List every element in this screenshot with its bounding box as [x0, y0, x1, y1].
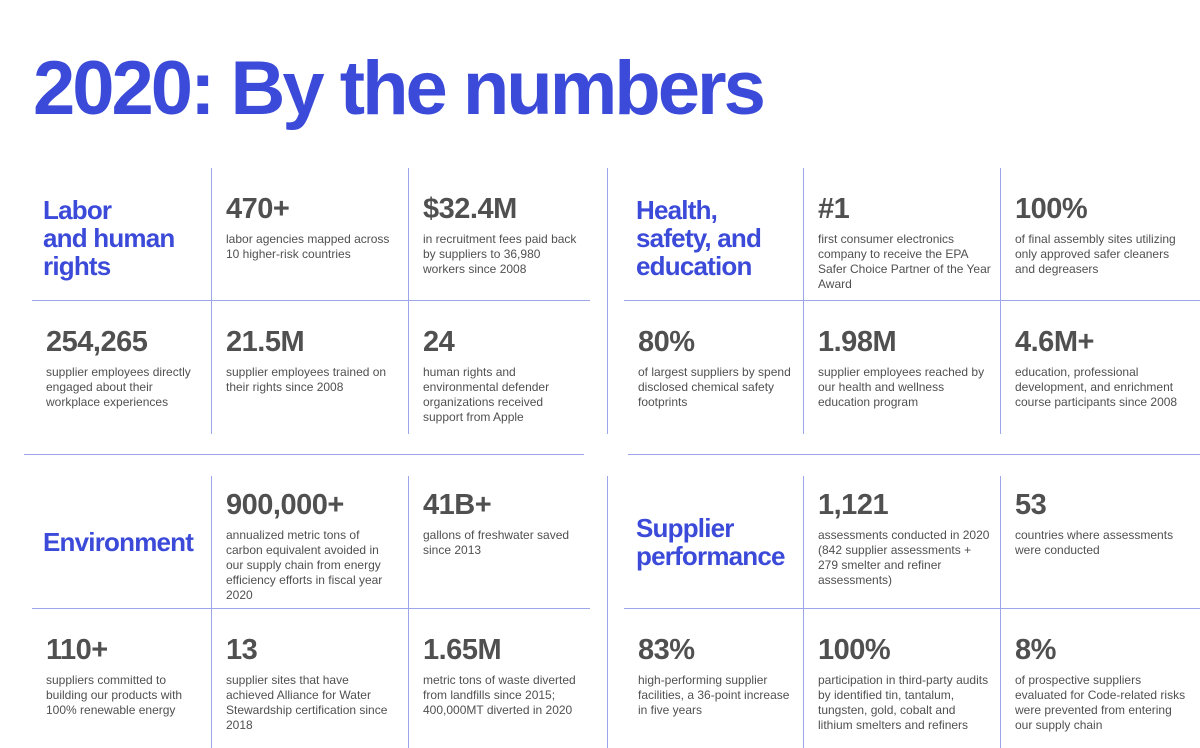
- row-divider: [624, 300, 1200, 301]
- stat-description: supplier sites that have achieved Allian…: [226, 673, 388, 732]
- stat-description: education, professional development, and…: [1015, 365, 1178, 409]
- section-health-safety-education: Health, safety, and education #1 first c…: [624, 168, 1200, 434]
- section-divider-horizontal: [24, 454, 584, 455]
- stat-value: 13: [226, 634, 258, 666]
- stat-description: of largest suppliers by spend disclosed …: [638, 365, 791, 409]
- stat-card: $32.4M in recruitment fees paid back by …: [409, 168, 590, 300]
- stat-description: in recruitment fees paid back by supplie…: [423, 232, 577, 276]
- stat-description: of prospective suppliers evaluated for C…: [1015, 673, 1186, 732]
- stat-card: 4.6M+ education, professional developmen…: [1001, 300, 1200, 434]
- stat-card: 24 human rights and environmental defend…: [409, 300, 590, 434]
- stat-card: 13 supplier sites that have achieved All…: [212, 608, 409, 748]
- section-title: Supplier performance: [636, 513, 786, 571]
- row-divider: [32, 300, 590, 301]
- stat-description: human rights and environmental defender …: [423, 365, 550, 424]
- stat-value: 1.98M: [818, 326, 897, 358]
- row-divider: [32, 608, 590, 609]
- stat-value: 100%: [818, 634, 891, 666]
- stat-card: 21.5M supplier employees trained on thei…: [212, 300, 409, 434]
- stat-card: 110+ suppliers committed to building our…: [32, 608, 212, 748]
- stat-value: 53: [1015, 489, 1047, 521]
- stat-value: 1.65M: [423, 634, 502, 666]
- section-divider-horizontal: [628, 454, 1200, 455]
- section-labor-human-rights: Labor and human rights 470+ labor agenci…: [32, 168, 590, 434]
- page-title: 2020: By the numbers: [33, 46, 766, 131]
- stat-card: 83% high-performing supplier facilities,…: [624, 608, 804, 748]
- stat-value: 110+: [46, 634, 108, 666]
- stat-description: annualized metric tons of carbon equival…: [226, 528, 383, 602]
- stat-card: 254,265 supplier employees directly enga…: [32, 300, 212, 434]
- stat-card: 100% of final assembly sites utilizing o…: [1001, 168, 1200, 300]
- stat-description: supplier employees reached by our health…: [818, 365, 985, 409]
- stat-description: gallons of freshwater saved since 2013: [423, 528, 570, 557]
- stat-value: 80%: [638, 326, 695, 358]
- stat-card: 470+ labor agencies mapped across 10 hig…: [212, 168, 409, 300]
- column-divider: [211, 476, 212, 748]
- section-title-cell: Supplier performance: [624, 476, 804, 608]
- section-divider-vertical: [607, 476, 608, 748]
- stat-card: 900,000+ annualized metric tons of carbo…: [212, 476, 409, 608]
- stat-value: 900,000+: [226, 489, 344, 521]
- stat-value: 1,121: [818, 489, 889, 521]
- stat-description: assessments conducted in 2020 (842 suppl…: [818, 528, 990, 587]
- stat-description: supplier employees directly engaged abou…: [46, 365, 191, 409]
- stat-description: countries where assessments were conduct…: [1015, 528, 1174, 557]
- section-title-cell: Labor and human rights: [32, 168, 212, 300]
- column-divider: [211, 168, 212, 434]
- section-title: Health, safety, and education: [636, 195, 762, 281]
- stat-value: 24: [423, 326, 455, 358]
- stat-card: 100% participation in third-party audits…: [804, 608, 1001, 748]
- section-environment: Environment 900,000+ annualized metric t…: [32, 476, 590, 748]
- stat-description: supplier employees trained on their righ…: [226, 365, 387, 394]
- stat-card: 1,121 assessments conducted in 2020 (842…: [804, 476, 1001, 608]
- column-divider: [408, 168, 409, 434]
- stat-description: participation in third-party audits by i…: [818, 673, 989, 732]
- section-title: Labor and human rights: [43, 195, 175, 281]
- stat-value: 41B+: [423, 489, 492, 521]
- stat-card: 53 countries where assessments were cond…: [1001, 476, 1200, 608]
- stat-description: suppliers committed to building our prod…: [46, 673, 183, 717]
- stat-value: 83%: [638, 634, 695, 666]
- stat-card: 1.98M supplier employees reached by our …: [804, 300, 1001, 434]
- stat-value: 4.6M+: [1015, 326, 1094, 358]
- section-supplier-performance: Supplier performance 1,121 assessments c…: [624, 476, 1200, 748]
- stat-value: 8%: [1015, 634, 1056, 666]
- stat-description: high-performing supplier facilities, a 3…: [638, 673, 790, 717]
- section-title: Environment: [43, 527, 194, 557]
- column-divider: [1000, 168, 1001, 434]
- stat-description: of final assembly sites utilizing only a…: [1015, 232, 1176, 276]
- section-title-cell: Health, safety, and education: [624, 168, 804, 300]
- column-divider: [803, 168, 804, 434]
- stat-value: 100%: [1015, 193, 1088, 225]
- stat-value: 21.5M: [226, 326, 305, 358]
- stat-description: metric tons of waste diverted from landf…: [423, 673, 576, 717]
- row-divider: [624, 608, 1200, 609]
- stat-value: 254,265: [46, 326, 148, 358]
- stat-description: labor agencies mapped across 10 higher-r…: [226, 232, 390, 261]
- stat-card: 1.65M metric tons of waste diverted from…: [409, 608, 590, 748]
- column-divider: [1000, 476, 1001, 748]
- section-title-cell: Environment: [32, 476, 212, 608]
- column-divider: [408, 476, 409, 748]
- stat-card: 41B+ gallons of freshwater saved since 2…: [409, 476, 590, 608]
- stat-card: 80% of largest suppliers by spend disclo…: [624, 300, 804, 434]
- stat-value: #1: [818, 193, 850, 225]
- stat-card: 8% of prospective suppliers evaluated fo…: [1001, 608, 1200, 748]
- column-divider: [803, 476, 804, 748]
- stat-card: #1 first consumer electronics company to…: [804, 168, 1001, 300]
- stat-value: $32.4M: [423, 193, 517, 225]
- section-divider-vertical: [607, 168, 608, 434]
- stat-value: 470+: [226, 193, 290, 225]
- stat-description: first consumer electronics company to re…: [818, 232, 991, 291]
